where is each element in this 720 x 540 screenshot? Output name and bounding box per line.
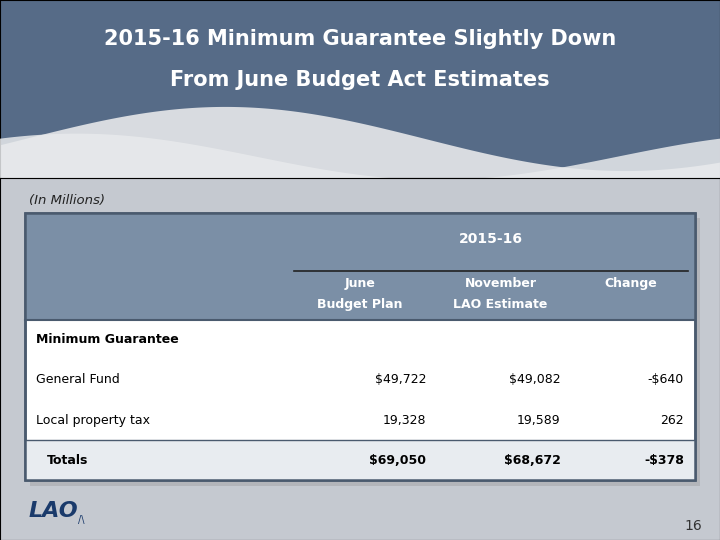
Text: $49,722: $49,722 [375,373,426,387]
Text: Change: Change [605,277,657,290]
Text: 16: 16 [684,519,702,533]
Text: 2015-16 Minimum Guarantee Slightly Down: 2015-16 Minimum Guarantee Slightly Down [104,29,616,49]
Text: (In Millions): (In Millions) [29,194,105,207]
Text: November: November [464,277,536,290]
Text: General Fund: General Fund [36,373,120,387]
Text: From June Budget Act Estimates: From June Budget Act Estimates [170,70,550,90]
Text: -$640: -$640 [648,373,684,387]
Text: $68,672: $68,672 [503,454,560,467]
Polygon shape [0,107,720,178]
Text: /\: /\ [78,515,84,525]
Text: 2015-16: 2015-16 [459,232,523,246]
Text: LAO Estimate: LAO Estimate [454,299,548,312]
Bar [30,218,700,486]
Text: 19,589: 19,589 [517,414,560,427]
Bar [25,213,695,320]
Text: Budget Plan: Budget Plan [318,299,402,312]
Polygon shape [0,134,720,180]
Text: June: June [345,277,375,290]
Bar [25,440,695,480]
Text: Minimum Guarantee: Minimum Guarantee [36,333,179,346]
Text: $49,082: $49,082 [509,373,560,387]
Text: LAO: LAO [29,501,78,521]
Bar [25,213,695,480]
Text: Local property tax: Local property tax [36,414,150,427]
Text: $69,050: $69,050 [369,454,426,467]
Text: Totals: Totals [47,454,88,467]
Text: -$378: -$378 [644,454,684,467]
Bar [25,213,695,480]
Text: 19,328: 19,328 [383,414,426,427]
Text: 262: 262 [660,414,684,427]
